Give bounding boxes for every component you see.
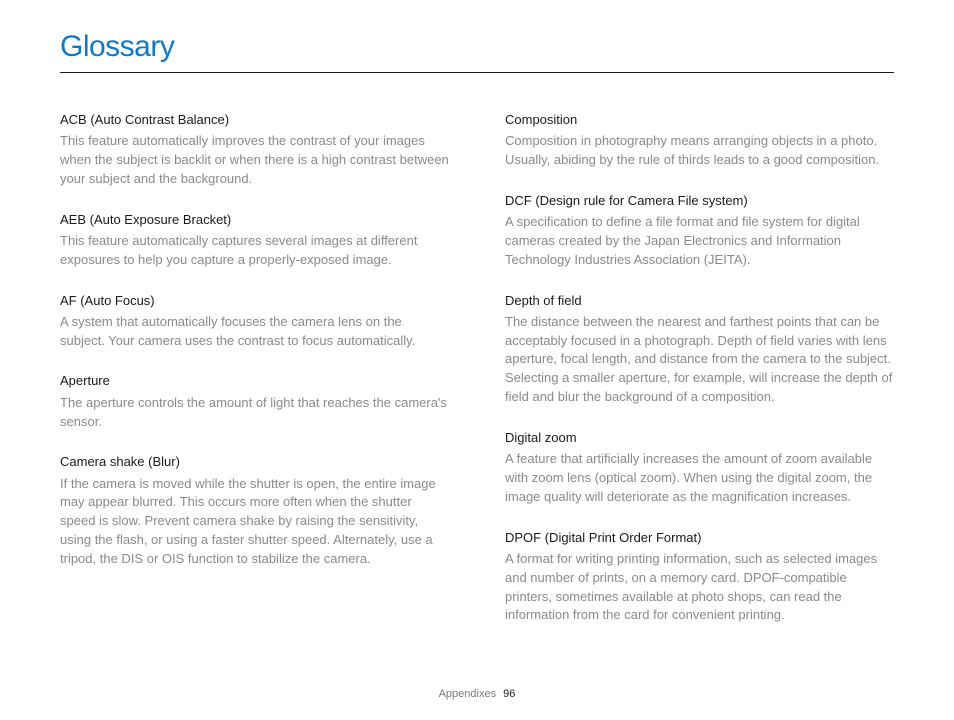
glossary-definition: A specification to define a file format … [505, 213, 894, 270]
page-title: Glossary [60, 30, 894, 68]
glossary-definition: The distance between the nearest and far… [505, 313, 894, 407]
glossary-term: DPOF (Digital Print Order Format) [505, 529, 894, 547]
title-rule [60, 72, 894, 73]
glossary-entry: DPOF (Digital Print Order Format) A forma… [505, 529, 894, 626]
column-right: Composition Composition in photography me… [505, 111, 894, 647]
glossary-entry: Depth of field The distance between the n… [505, 292, 894, 407]
glossary-term: Depth of field [505, 292, 894, 310]
glossary-definition: A format for writing printing informatio… [505, 550, 894, 625]
glossary-entry: AF (Auto Focus) A system that automatical… [60, 292, 449, 351]
glossary-entry: Composition Composition in photography me… [505, 111, 894, 170]
glossary-term: Camera shake (Blur) [60, 453, 449, 471]
columns: ACB (Auto Contrast Balance) This feature … [60, 111, 894, 647]
glossary-entry: Digital zoom A feature that artificially … [505, 429, 894, 507]
glossary-entry: Aperture The aperture controls the amount… [60, 372, 449, 431]
glossary-entry: DCF (Design rule for Camera File system)… [505, 192, 894, 270]
glossary-term: AEB (Auto Exposure Bracket) [60, 211, 449, 229]
glossary-entry: ACB (Auto Contrast Balance) This feature … [60, 111, 449, 189]
page-footer: Appendixes 96 [0, 688, 954, 700]
glossary-definition: This feature automatically captures seve… [60, 232, 449, 270]
glossary-definition: Composition in photography means arrangi… [505, 132, 894, 170]
glossary-entry: AEB (Auto Exposure Bracket) This feature … [60, 211, 449, 270]
glossary-term: AF (Auto Focus) [60, 292, 449, 310]
glossary-definition: A system that automatically focuses the … [60, 313, 449, 351]
footer-section: Appendixes [439, 688, 497, 700]
glossary-definition: The aperture controls the amount of ligh… [60, 394, 449, 432]
glossary-definition: If the camera is moved while the shutter… [60, 475, 449, 569]
glossary-definition: This feature automatically improves the … [60, 132, 449, 189]
glossary-term: DCF (Design rule for Camera File system) [505, 192, 894, 210]
glossary-term: ACB (Auto Contrast Balance) [60, 111, 449, 129]
glossary-entry: Camera shake (Blur) If the camera is move… [60, 453, 449, 568]
footer-page-number: 96 [503, 688, 515, 700]
glossary-term: Digital zoom [505, 429, 894, 447]
page: Glossary ACB (Auto Contrast Balance) This… [0, 0, 954, 720]
glossary-term: Aperture [60, 372, 449, 390]
glossary-definition: A feature that artificially increases th… [505, 450, 894, 507]
glossary-term: Composition [505, 111, 894, 129]
column-left: ACB (Auto Contrast Balance) This feature … [60, 111, 449, 647]
